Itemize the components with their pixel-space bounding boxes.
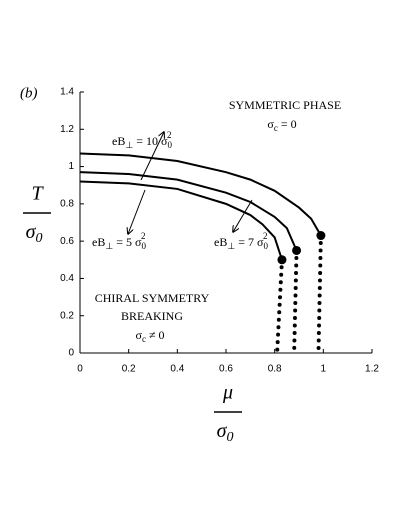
annotation-part: σ: [267, 117, 274, 131]
annotation-part: = 10 σ: [133, 134, 168, 148]
y-tick-label: 0.8: [60, 198, 74, 209]
panel-label: (b): [20, 85, 38, 101]
y-tick-label: 0.2: [60, 310, 74, 321]
arrow: [128, 189, 146, 234]
y-tick-label: 0.6: [60, 236, 74, 247]
x-axis-label: σ: [217, 420, 228, 442]
annotation-part: 0: [167, 140, 172, 150]
annotation-part: ⊥: [125, 140, 133, 150]
x-tick-label: 1.2: [365, 364, 379, 375]
annotation-part: 2: [263, 231, 268, 241]
annotation-part: eB: [92, 235, 105, 249]
annotation-part: 2: [141, 231, 146, 241]
annotation: σc ≠ 0: [135, 328, 164, 344]
annotation-part: ⊥: [105, 241, 113, 251]
annotation: σc = 0: [267, 117, 296, 133]
y-tick-label: 1.2: [60, 124, 74, 135]
y-tick-label: 1: [68, 161, 74, 172]
arrow: [233, 199, 253, 232]
dotted-line: [275, 257, 284, 355]
annotation-part: 0: [141, 241, 146, 251]
annotation-part: ⊥: [227, 241, 235, 251]
curve: [79, 152, 322, 237]
annotation: eB⊥ = 7 σ02: [214, 231, 268, 251]
annotation-part: σ: [135, 328, 142, 342]
annotation: BREAKING: [121, 309, 183, 323]
annotation-part: CHIRAL SYMMETRY: [95, 291, 210, 305]
y-tick-label: 0.4: [60, 273, 74, 284]
x-axis-label: σ0: [217, 420, 234, 446]
annotation-part: = 0: [278, 117, 297, 131]
annotation: CHIRAL SYMMETRY: [95, 291, 210, 305]
annotation-part: = 5 σ: [113, 235, 142, 249]
annotation-part: = 7 σ: [235, 235, 264, 249]
x-axis-label: μ: [222, 382, 233, 404]
dotted-line: [292, 248, 299, 355]
annotation: eB⊥ = 5 σ02: [92, 231, 146, 251]
annotation: eB⊥ = 10 σ02: [112, 130, 172, 150]
x-tick-label: 0.4: [170, 364, 184, 375]
annotation-part: c: [142, 334, 146, 344]
x-tick-label: 0.2: [122, 364, 136, 375]
curve: [79, 171, 298, 251]
annotation-part: eB: [112, 134, 125, 148]
annotation-part: SYMMETRIC PHASE: [229, 98, 341, 112]
y-tick-label: 0: [68, 348, 74, 359]
annotation-part: 0: [263, 241, 268, 251]
annotation-part: c: [274, 123, 278, 133]
x-axis-label: 0: [226, 430, 233, 445]
curve: [79, 180, 283, 261]
annotation-part: eB: [214, 235, 227, 249]
arrow: [140, 132, 164, 181]
annotation-part: ≠ 0: [146, 328, 165, 342]
y-axis-label: T: [31, 183, 44, 205]
annotation-part: BREAKING: [121, 309, 183, 323]
x-tick-label: 1: [321, 364, 327, 375]
y-tick-label: 1.4: [60, 87, 74, 98]
x-tick-label: 0.8: [268, 364, 282, 375]
y-axis-label: σ0: [26, 221, 43, 247]
dotted-line: [316, 233, 323, 355]
x-tick-label: 0.6: [219, 364, 233, 375]
y-axis-label: 0: [35, 231, 42, 246]
annotation: SYMMETRIC PHASE: [229, 98, 341, 112]
annotation-part: 2: [167, 130, 172, 140]
x-tick-label: 0: [77, 364, 83, 375]
y-axis-label: σ: [26, 221, 37, 243]
